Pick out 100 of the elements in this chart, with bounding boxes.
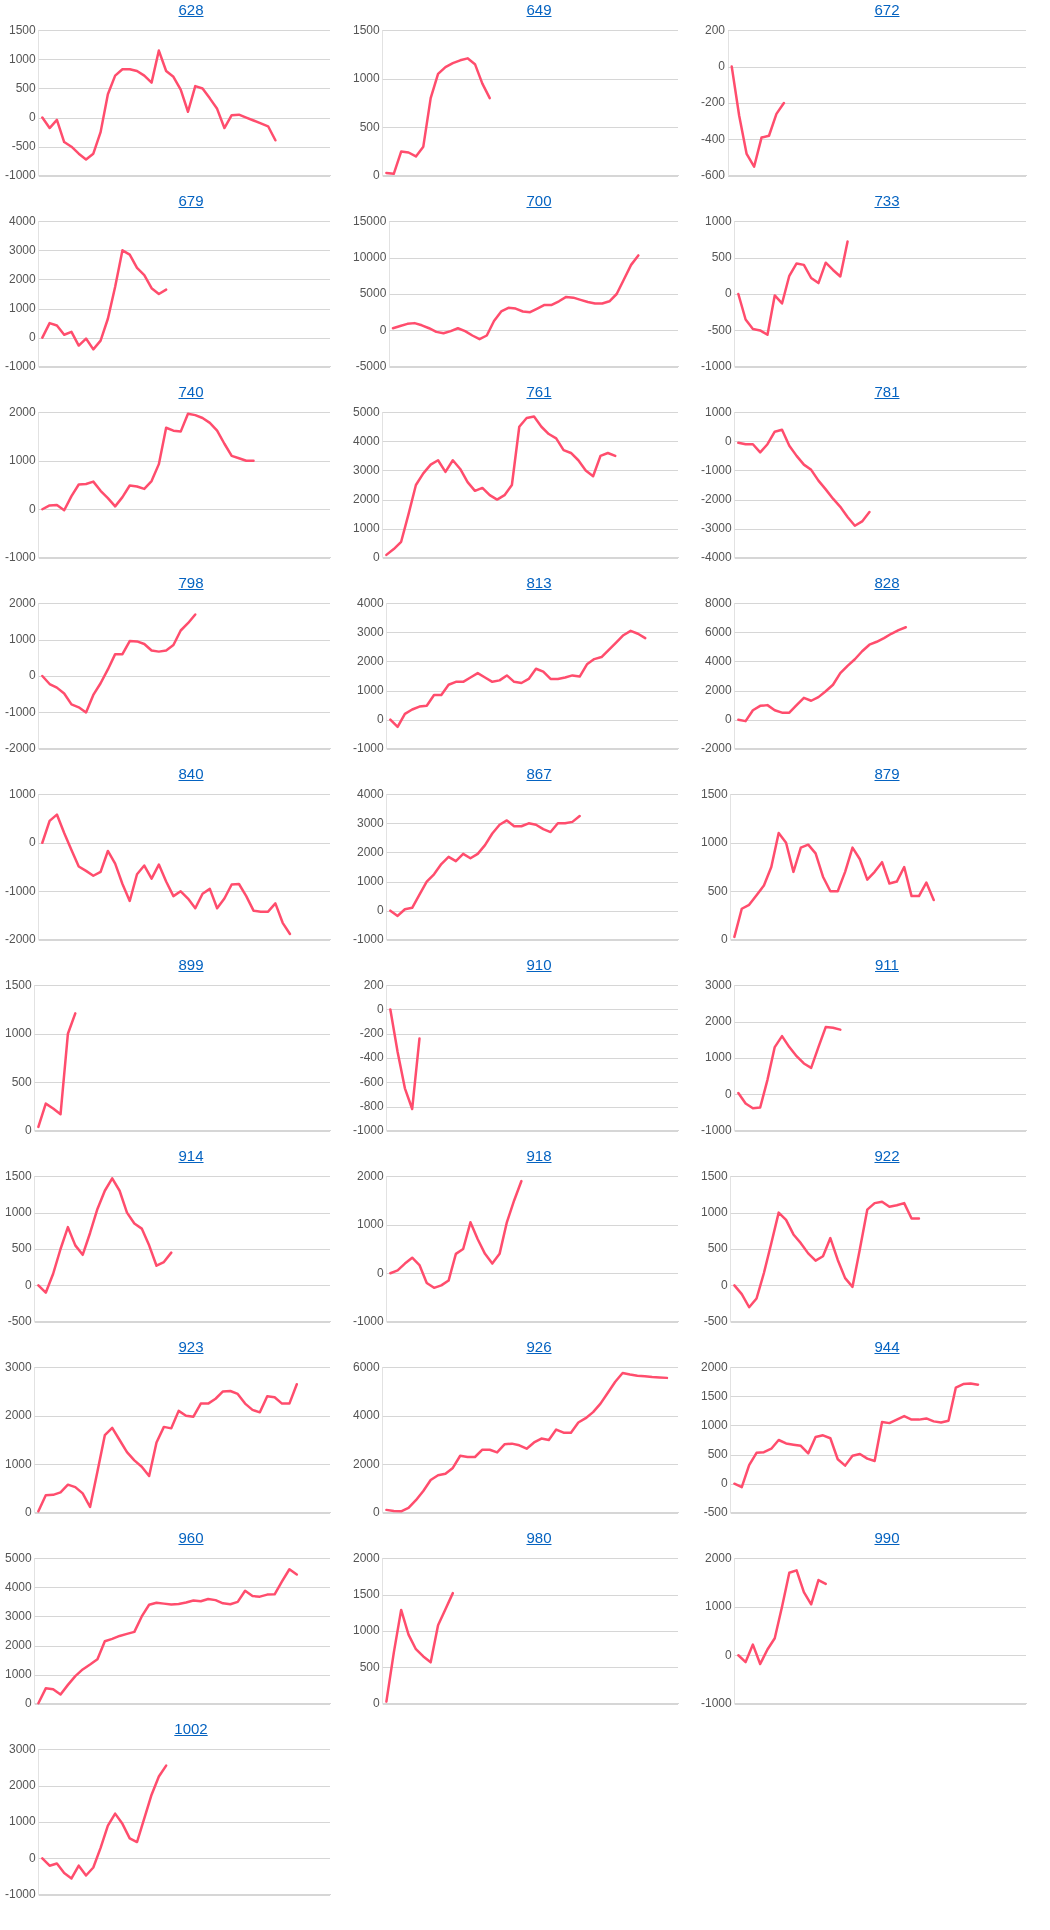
y-tick-label: -1000 <box>352 1123 385 1138</box>
y-tick-label: 500 <box>359 119 381 134</box>
y-tick-label: 10000 <box>352 249 387 264</box>
y-tick-label: 0 <box>373 550 381 565</box>
y-tick-label: 1500 <box>352 22 381 37</box>
y-tick-label: 1000 <box>700 1417 729 1432</box>
chart-title: 960 <box>177 1528 205 1548</box>
y-tick-label: 2000 <box>8 271 37 286</box>
y-tick-label: 2000 <box>356 844 385 859</box>
y-tick-label: -1000 <box>700 1123 733 1138</box>
chart-title: 840 <box>177 764 205 784</box>
y-tick-label: 0 <box>29 835 36 850</box>
y-tick-label: 0 <box>25 1123 33 1138</box>
chart-title: 740 <box>177 382 205 402</box>
chart-title: 922 <box>873 1146 901 1166</box>
y-tick-label: -1000 <box>352 741 385 756</box>
y-tick-label: 0 <box>721 1475 729 1490</box>
y-tick-label: -2000 <box>4 932 37 947</box>
y-tick-label: -2000 <box>4 741 37 756</box>
y-tick-label: 0 <box>725 1647 732 1662</box>
chart-title: 911 <box>874 955 900 975</box>
y-tick-label: -600 <box>359 1074 384 1089</box>
y-tick-label: 1000 <box>356 873 385 888</box>
y-tick-label: -1000 <box>4 168 37 183</box>
y-tick-label: 0 <box>377 1265 384 1280</box>
y-tick-label: 5000 <box>4 1550 33 1565</box>
y-tick-label: 0 <box>379 322 387 337</box>
y-tick-label: 6000 <box>704 624 733 639</box>
y-tick-label: 500 <box>707 883 729 898</box>
y-tick-label: 2000 <box>704 682 733 697</box>
y-tick-label: -500 <box>703 1505 729 1520</box>
chart-title: 944 <box>873 1337 901 1357</box>
y-tick-label: 500 <box>15 80 37 95</box>
y-tick-label: 500 <box>11 1074 33 1089</box>
y-tick-label: -2000 <box>700 741 733 756</box>
chart-title: 926 <box>525 1337 553 1357</box>
y-tick-label: 0 <box>29 501 36 516</box>
y-tick-label: 0 <box>25 1696 33 1711</box>
y-tick-label: 0 <box>377 1001 384 1016</box>
y-tick-label: 500 <box>359 1659 381 1674</box>
y-tick-label: 500 <box>707 1241 729 1256</box>
y-tick-label: 1000 <box>704 1050 733 1065</box>
chart-title: 649 <box>525 0 553 20</box>
y-tick-label: 3000 <box>4 1608 33 1623</box>
y-tick-label: 0 <box>725 433 732 448</box>
y-tick-label: 0 <box>725 286 732 301</box>
y-tick-label: 200 <box>704 22 726 37</box>
y-tick-label: 0 <box>725 1086 732 1101</box>
y-tick-label: 1000 <box>704 1599 733 1614</box>
chart-title: 980 <box>525 1528 553 1548</box>
y-tick-label: 0 <box>373 168 381 183</box>
y-tick-label: 1000 <box>4 1204 33 1219</box>
y-tick-label: -3000 <box>700 520 733 535</box>
y-tick-label: -1000 <box>4 359 37 374</box>
chart-title: 918 <box>525 1146 553 1166</box>
y-tick-label: 2000 <box>4 1408 33 1423</box>
chart-title: 798 <box>177 573 205 593</box>
y-tick-label: 2000 <box>700 1359 729 1374</box>
y-tick-label: -5000 <box>355 359 387 374</box>
y-tick-label: 1500 <box>700 1168 729 1183</box>
y-tick-label: 0 <box>373 1696 381 1711</box>
y-tick-label: 1000 <box>352 71 381 86</box>
chart-title: 1002 <box>173 1719 209 1739</box>
y-tick-label: 1000 <box>8 1814 37 1829</box>
y-tick-label: 0 <box>721 1277 729 1292</box>
y-tick-label: 1000 <box>352 520 381 535</box>
y-tick-label: 3000 <box>4 1359 33 1374</box>
y-tick-label: -1000 <box>700 462 733 477</box>
y-tick-label: -1000 <box>352 932 385 947</box>
y-tick-label: 1000 <box>8 51 37 66</box>
y-tick-label: -1000 <box>4 550 37 565</box>
y-tick-label: 3000 <box>352 462 381 477</box>
chart-title: 828 <box>873 573 901 593</box>
y-tick-label: 0 <box>373 1505 381 1520</box>
y-tick-label: 2000 <box>704 1013 733 1028</box>
y-tick-label: 15000 <box>352 213 387 228</box>
y-tick-label: -200 <box>700 95 726 110</box>
y-tick-label: 500 <box>11 1241 33 1256</box>
y-tick-label: 2000 <box>352 1550 381 1565</box>
y-tick-label: -4000 <box>700 550 733 565</box>
y-tick-label: 200 <box>363 977 385 992</box>
y-tick-label: 1000 <box>700 835 729 850</box>
chart-title: 990 <box>873 1528 901 1548</box>
y-tick-label: -1000 <box>700 359 733 374</box>
y-tick-label: -1000 <box>4 704 37 719</box>
y-tick-label: 4000 <box>356 786 385 801</box>
y-tick-label: 1500 <box>4 977 33 992</box>
y-tick-label: 500 <box>707 1446 729 1461</box>
y-tick-label: 0 <box>725 711 732 726</box>
y-tick-label: 2000 <box>8 404 37 419</box>
y-tick-label: 4000 <box>704 653 733 668</box>
chart-title: 733 <box>873 191 901 211</box>
y-tick-label: 4000 <box>4 1579 33 1594</box>
y-tick-label: 1000 <box>704 404 733 419</box>
y-tick-label: 1000 <box>8 631 37 646</box>
y-tick-label: 1000 <box>8 300 37 315</box>
y-tick-label: 2000 <box>704 1550 733 1565</box>
y-tick-label: 1500 <box>4 1168 33 1183</box>
y-tick-label: 1000 <box>4 1666 33 1681</box>
y-tick-label: -500 <box>7 1314 33 1329</box>
